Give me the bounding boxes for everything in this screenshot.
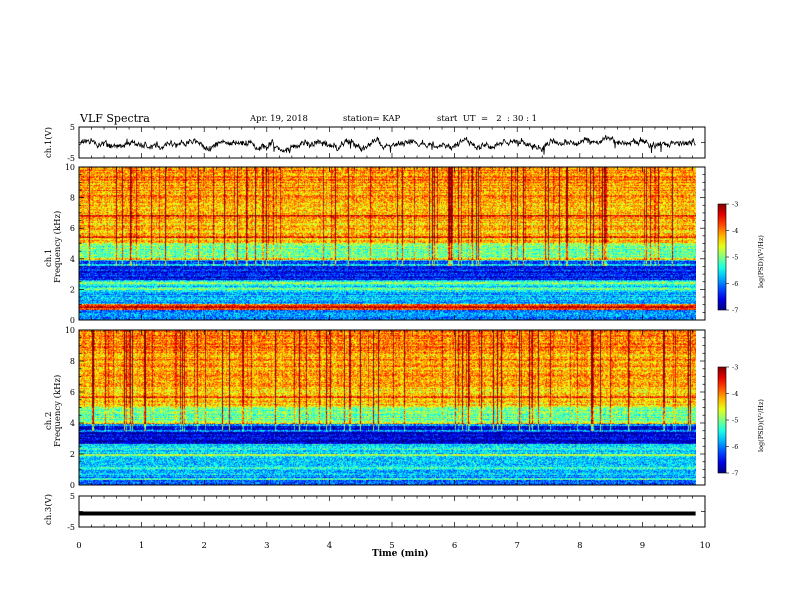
colorbar-tick-label: -3 (732, 201, 738, 209)
station-label: station= KAP (343, 114, 401, 124)
y-tick-label-ch2: 10 (65, 326, 75, 335)
colorbar-tick-label: -4 (732, 227, 738, 235)
x-tick-label: 0 (76, 541, 81, 551)
x-tick-label: 8 (577, 541, 582, 551)
colorbar-tick-label: -6 (732, 280, 738, 288)
colorbar-tick-label: -7 (732, 307, 738, 315)
ch3-ytick-label: -5 (67, 523, 75, 532)
colorbar-tick-label: -5 (732, 254, 738, 262)
colorbar-tick-label: -3 (732, 364, 738, 372)
x-tick-label: 9 (640, 541, 645, 551)
x-tick-label: 1 (139, 541, 144, 551)
spectrogram-ch1 (79, 167, 696, 320)
colorbar-ch2 (717, 366, 727, 474)
ch2-freq-ylabel: Frequency (kHz) (53, 374, 63, 447)
y-tick-label-ch2: 6 (70, 388, 75, 397)
date-label: Apr. 19, 2018 (250, 114, 308, 124)
colorbar-tick-label: -6 (732, 443, 738, 451)
x-axis-label: Time (min) (372, 549, 429, 559)
x-tick-label: 4 (327, 541, 332, 551)
y-tick-label-ch2: 0 (70, 481, 75, 490)
y-tick-label-ch1: 8 (70, 194, 75, 203)
spectrogram-canvas-ch2 (79, 330, 696, 485)
ch3-ytick-label: 5 (70, 492, 75, 501)
x-tick-label: 7 (514, 541, 519, 551)
x-tick-label: 10 (700, 541, 711, 551)
y-tick-label-ch2: 8 (70, 357, 75, 366)
ch1-freq-ylabel: Frequency (kHz) (53, 210, 63, 283)
spectrogram-ch2 (79, 330, 696, 485)
ch1-ytick-label: -5 (67, 154, 75, 163)
x-tick-label: 5 (389, 541, 394, 551)
spectrogram-canvas-ch1 (79, 167, 696, 320)
start-time-label: start UT = 2 : 30 : 1 (437, 114, 538, 124)
x-tick-label: 6 (452, 541, 457, 551)
y-tick-label-ch1: 6 (70, 224, 75, 233)
y-tick-label-ch1: 0 (70, 316, 75, 325)
y-tick-label-ch1: 2 (70, 285, 75, 294)
x-tick-label: 3 (264, 541, 269, 551)
y-tick-label-ch1: 4 (70, 255, 75, 264)
ch1-trace-ylabel: ch.1(V) (44, 126, 54, 158)
colorbar2-label: log(PSD)(V²/Hz) (757, 399, 765, 452)
x-tick-label: 2 (201, 541, 206, 551)
colorbar-tick-label: -7 (732, 470, 738, 478)
colorbar-tick-label: -4 (732, 390, 738, 398)
colorbar-ch1 (717, 203, 727, 311)
y-tick-label-ch1: 10 (65, 163, 75, 172)
ch1-ytick-label: 5 (70, 123, 75, 132)
colorbar-tick-label: -5 (732, 417, 738, 425)
ch3-trace-ylabel: ch.3(V) (44, 493, 54, 525)
y-tick-label-ch2: 2 (70, 450, 75, 459)
colorbar1-label: log(PSD)(V²/Hz) (757, 235, 765, 288)
chart-title: VLF Spectra (80, 112, 150, 125)
y-tick-label-ch2: 4 (70, 419, 75, 428)
ch1-waveform-line (78, 134, 696, 155)
